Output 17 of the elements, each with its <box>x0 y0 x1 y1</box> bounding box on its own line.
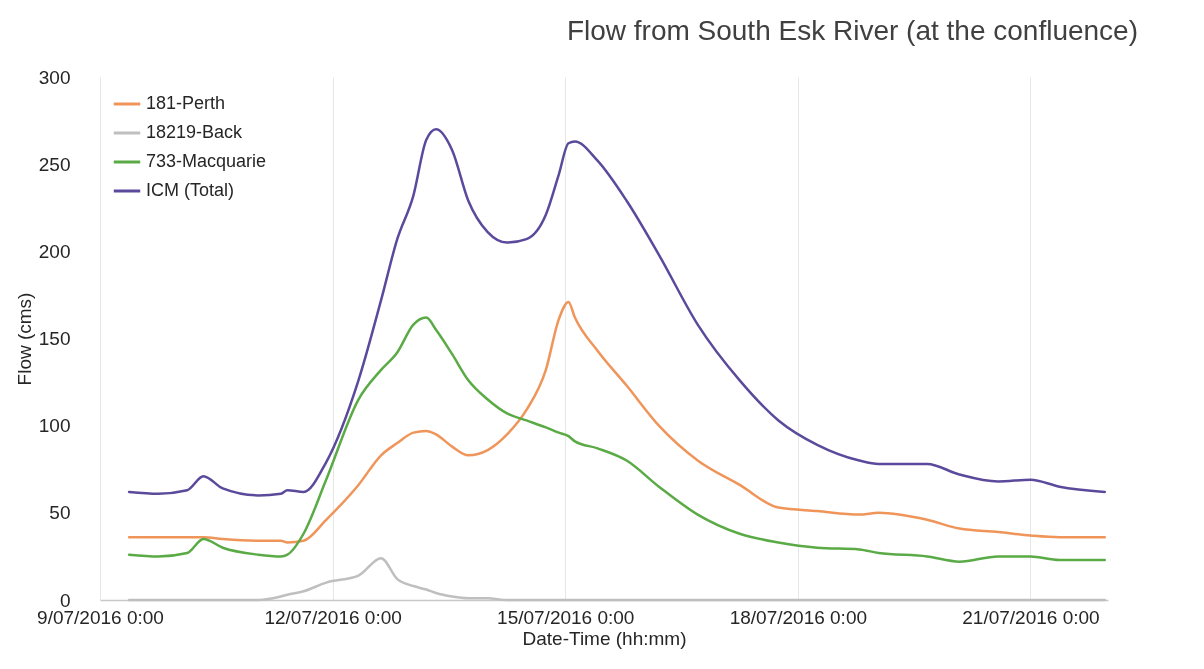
legend-label: 733-Macquarie <box>146 151 267 171</box>
legend-label: ICM (Total) <box>146 180 235 200</box>
y-tick-label: 200 <box>38 240 71 262</box>
legend-label: 181-Perth <box>146 93 226 113</box>
x-tick-label: 18/07/2016 0:00 <box>729 606 868 628</box>
chart-title: Flow from South Esk River (at the confluence) <box>566 15 1138 46</box>
y-tick-label: 250 <box>38 153 71 175</box>
x-tick-label: 12/07/2016 0:00 <box>264 606 402 628</box>
y-tick-label: 150 <box>38 328 71 349</box>
x-axis-title: Date-Time (hh:mm) <box>522 627 687 649</box>
x-tick-label: 21/07/2016 0:00 <box>962 606 1100 628</box>
y-tick-label: 50 <box>49 502 71 524</box>
x-tick-label: 15/07/2016 0:00 <box>497 606 635 628</box>
y-axis-title: Flow (cms) <box>13 292 35 386</box>
legend-label: 18219-Back <box>146 122 244 142</box>
y-tick-label: 300 <box>38 66 71 88</box>
y-tick-label: 100 <box>38 415 71 437</box>
